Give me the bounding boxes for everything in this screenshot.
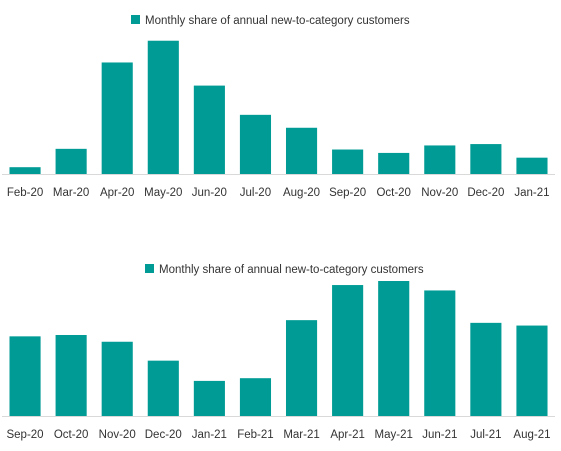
chart-bottom-tick-label: Jan-21: [192, 429, 227, 441]
chart-bottom-bar-dec-20: [147, 360, 179, 416]
chart-top-bar-nov-20: [424, 145, 456, 174]
chart-top-tick-label: Apr-20: [100, 187, 135, 199]
chart-top-legend-swatch: [131, 15, 140, 24]
chart-top-bar-jul-20: [239, 114, 272, 174]
chart-bottom-legend-swatch: [145, 264, 154, 273]
chart-top-bar-dec-20: [470, 144, 502, 174]
chart-bottom-tick-label: Feb-21: [237, 429, 273, 441]
chart-top-bar-jun-20: [193, 85, 225, 174]
chart-bottom-tick-label: Aug-21: [513, 429, 550, 441]
chart-top-legend: Monthly share of annual new-to-category …: [131, 15, 410, 27]
chart-bottom-bar-jan-21: [193, 380, 225, 416]
chart-top-bar-sep-20: [332, 149, 364, 174]
chart-top-bar-may-20: [147, 40, 179, 174]
chart-bottom-bar-jun-21: [424, 290, 456, 416]
chart-bottom-bar-feb-21: [239, 378, 272, 416]
chart-bottom-tick-label: Dec-20: [145, 429, 182, 441]
chart-bottom-legend-label: Monthly share of annual new-to-category …: [159, 264, 424, 276]
chart-bottom-tick-label: Apr-21: [330, 429, 365, 441]
chart-top-bar-feb-20: [9, 167, 41, 174]
chart-bottom: Monthly share of annual new-to-category …: [2, 264, 555, 441]
chart-top-tick-label: Oct-20: [376, 187, 411, 199]
chart-bottom-bar-apr-21: [332, 285, 364, 416]
chart-bottom-tick-label: Jul-21: [470, 429, 501, 441]
chart-bottom-legend: Monthly share of annual new-to-category …: [145, 264, 424, 276]
chart-top-tick-label: Sep-20: [329, 187, 366, 199]
chart-top-bar-oct-20: [378, 152, 410, 174]
chart-bottom-bar-nov-20: [101, 341, 133, 416]
chart-top-tick-label: Feb-20: [7, 187, 43, 199]
chart-top-tick-label: Aug-20: [283, 187, 320, 199]
chart-top-bar-jan-21: [516, 157, 548, 174]
chart-top-bar-apr-20: [101, 62, 133, 175]
chart-top-bar-mar-20: [55, 148, 87, 174]
chart-top-tick-label: Mar-20: [53, 187, 89, 199]
chart-bottom-bar-mar-21: [285, 320, 318, 416]
chart-top-bar-aug-20: [285, 127, 318, 174]
chart-bottom-tick-label: May-21: [375, 429, 413, 441]
chart-bottom-tick-label: Mar-21: [283, 429, 319, 441]
chart-bottom-tick-label: Sep-20: [6, 429, 43, 441]
chart-top-legend-label: Monthly share of annual new-to-category …: [145, 15, 410, 27]
chart-bottom-tick-label: Jun-21: [422, 429, 457, 441]
chart-bottom-bar-sep-20: [9, 336, 41, 416]
chart-bottom-bar-may-21: [378, 281, 410, 416]
chart-top-tick-label: Jul-20: [240, 187, 271, 199]
chart-bottom-tick-label: Oct-20: [54, 429, 89, 441]
chart-bottom-bar-oct-20: [55, 335, 87, 416]
chart-top-tick-label: Jan-21: [514, 187, 549, 199]
chart-bottom-bar-aug-21: [516, 325, 548, 416]
chart-top: Monthly share of annual new-to-category …: [2, 15, 555, 199]
chart-top-tick-label: Nov-20: [421, 187, 458, 199]
chart-top-tick-label: Jun-20: [192, 187, 227, 199]
chart-bottom-tick-label: Nov-20: [99, 429, 136, 441]
chart-top-tick-label: May-20: [144, 187, 182, 199]
chart-top-tick-label: Dec-20: [467, 187, 504, 199]
chart-bottom-bar-jul-21: [470, 322, 502, 416]
